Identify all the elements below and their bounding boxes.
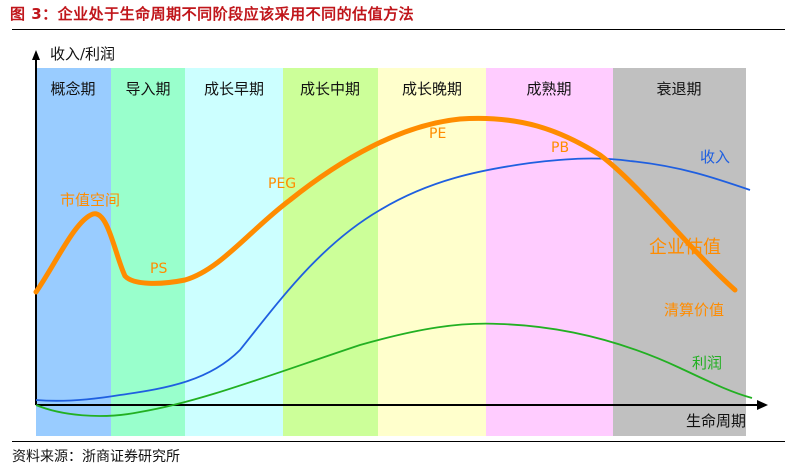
ps-label: PS bbox=[150, 261, 167, 277]
stage-label: 成长早期 bbox=[204, 80, 264, 98]
valuation-curve bbox=[33, 115, 738, 295]
pb-label: PB bbox=[551, 140, 569, 156]
stage-label: 成熟期 bbox=[526, 80, 571, 98]
stage-band-late-growth bbox=[378, 68, 486, 436]
footer-divider bbox=[12, 441, 785, 442]
stage-label: 成长中期 bbox=[300, 80, 360, 98]
pe-label: PE bbox=[429, 126, 446, 142]
revenue-curve bbox=[35, 157, 751, 402]
stage-band-introduction bbox=[111, 68, 185, 436]
stage-labels: 概念期 导入期 成长早期 成长中期 成长晚期 成熟期 衰退期 bbox=[50, 80, 701, 98]
liquidation-label: 清算价值 bbox=[664, 301, 724, 319]
stage-bands bbox=[36, 68, 746, 436]
peg-label: PEG bbox=[268, 176, 296, 192]
figure-title: 图 3：企业处于生命周期不同阶段应该采用不同的估值方法 bbox=[10, 5, 415, 23]
annotations: 市值空间 PS PEG PE PB 企业估值 清算价值 收入 利润 bbox=[60, 126, 730, 372]
stage-label: 成长晚期 bbox=[402, 80, 462, 98]
stage-band-mid-growth bbox=[283, 68, 378, 436]
revenue-label: 收入 bbox=[700, 148, 730, 166]
stage-label: 导入期 bbox=[125, 80, 170, 98]
market-space-label: 市值空间 bbox=[60, 191, 120, 209]
profit-curve bbox=[35, 322, 753, 417]
stage-band-maturity bbox=[486, 68, 613, 436]
stage-band-concept bbox=[36, 68, 111, 436]
stage-band-decline bbox=[613, 68, 746, 436]
stage-label: 概念期 bbox=[50, 80, 95, 98]
y-axis-arrow-icon bbox=[32, 50, 40, 60]
y-axis-label: 收入/利润 bbox=[50, 45, 115, 63]
x-axis-arrow-icon bbox=[757, 400, 768, 410]
stage-label: 衰退期 bbox=[656, 80, 701, 98]
title-divider bbox=[12, 29, 785, 30]
axes: 收入/利润 生命周期 bbox=[32, 45, 768, 430]
profit-label: 利润 bbox=[692, 354, 722, 372]
valuation-label: 企业估值 bbox=[649, 237, 721, 258]
x-axis-label: 生命周期 bbox=[686, 412, 746, 430]
source-note: 资料来源：浙商证券研究所 bbox=[12, 449, 180, 465]
